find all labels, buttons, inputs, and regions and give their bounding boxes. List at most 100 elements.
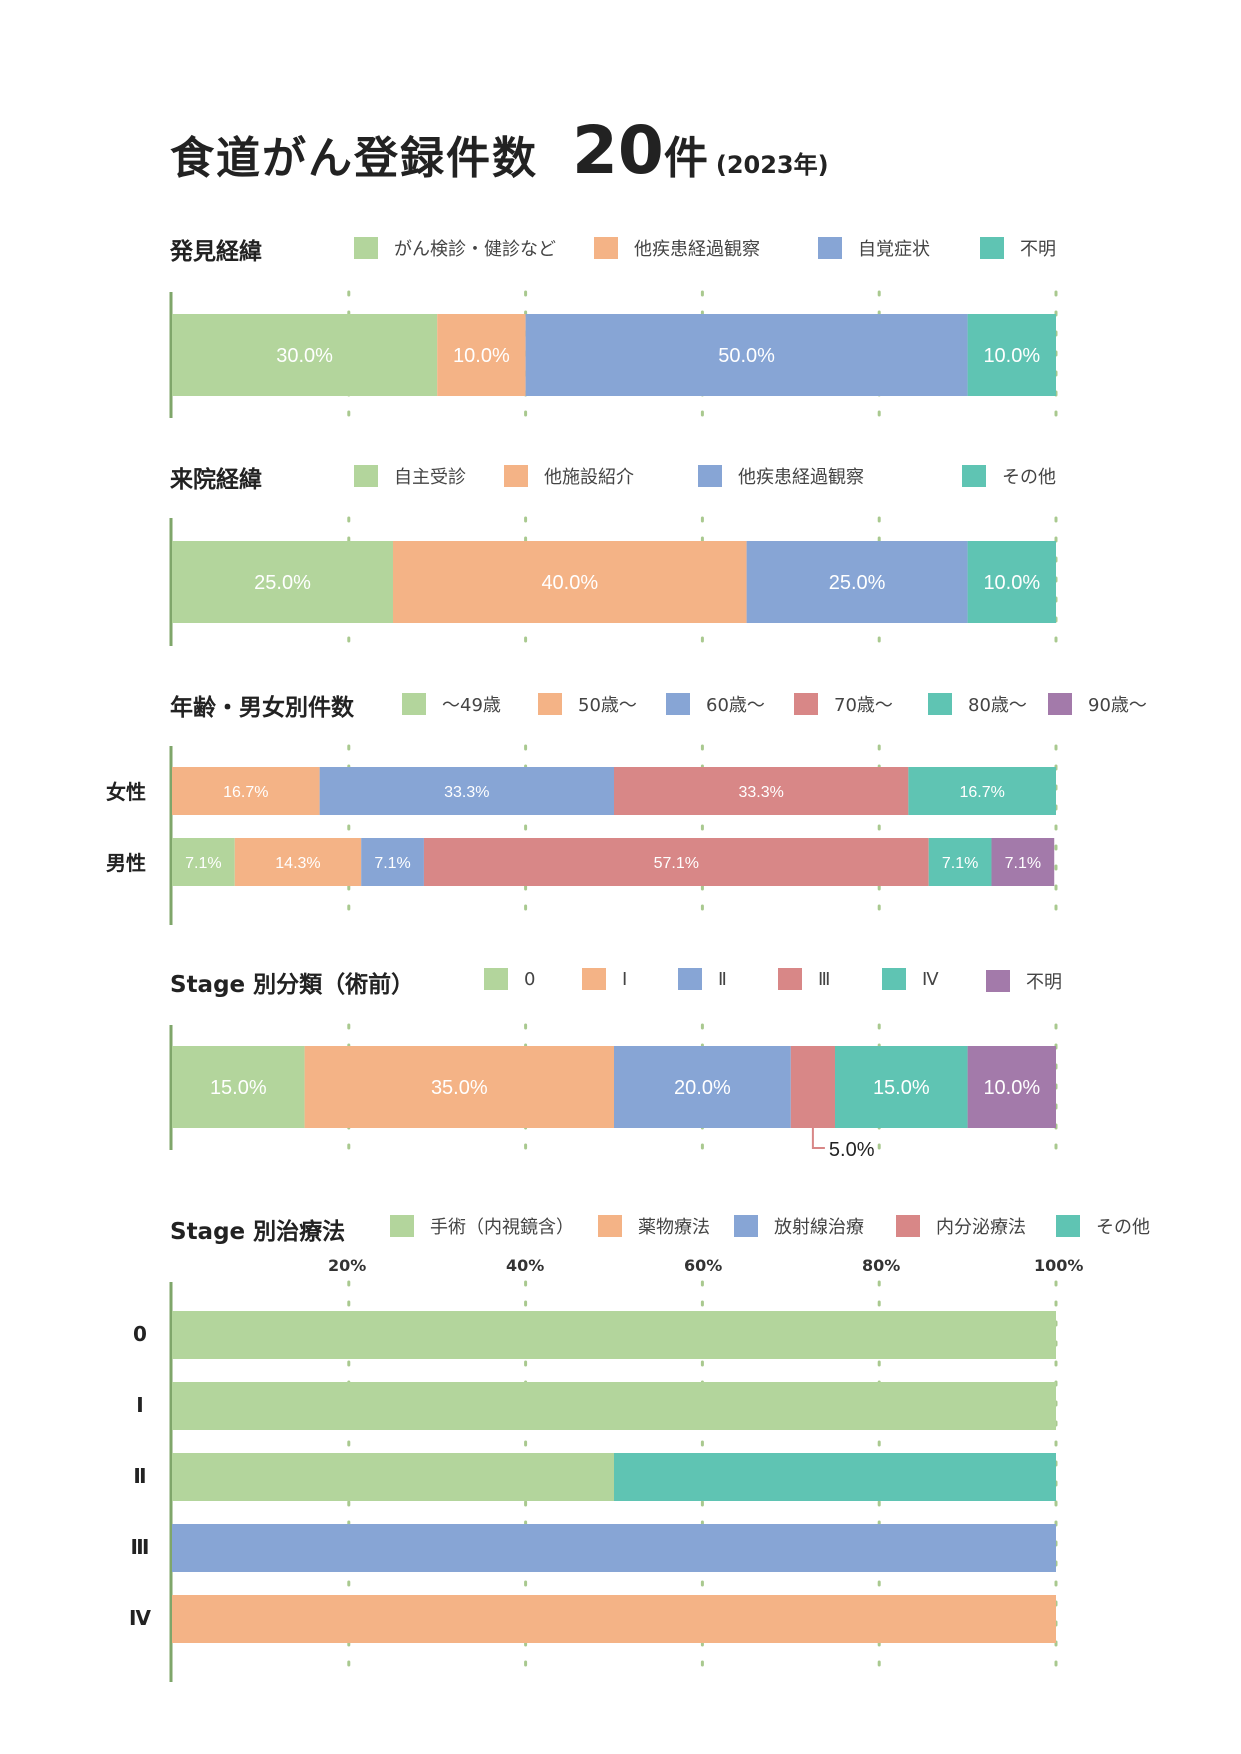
age-section-title: 年齢・男女別件数	[170, 695, 354, 721]
row-label-stage-4: Ⅳ	[129, 1606, 151, 1630]
discovery-data-label-0-2: 50.0%	[718, 345, 775, 367]
axis-tick-40: 40%	[506, 1256, 545, 1275]
age-data-label-1-2: 7.1%	[374, 855, 410, 872]
legend-item-age-50: 50歳〜	[538, 691, 637, 717]
legend-label: 自主受診	[394, 467, 466, 488]
legend-label: 他疾患経過観察	[634, 239, 760, 260]
legend-label: Ⅱ	[718, 968, 727, 990]
stage-data-label-0-4: 15.0%	[873, 1077, 930, 1099]
legend-swatch	[666, 693, 690, 715]
age-data-label-0-1: 16.7%	[223, 784, 268, 801]
row-label-stage-3: Ⅲ	[130, 1535, 150, 1559]
legend-swatch	[484, 968, 508, 990]
legend-swatch	[986, 970, 1010, 992]
age-bar-1-4	[928, 838, 992, 886]
discovery-bar-0-1	[437, 314, 526, 396]
age-data-label-1-5: 7.1%	[1005, 855, 1041, 872]
legend-item-age-49: 〜49歳	[402, 691, 501, 717]
legend-swatch	[538, 693, 562, 715]
legend-label: Ⅲ	[818, 968, 831, 990]
legend-label: 不明	[1020, 239, 1056, 260]
legend-label: 80歳〜	[968, 695, 1027, 716]
legend-swatch	[598, 1215, 622, 1237]
legend-label: 90歳〜	[1088, 695, 1147, 716]
axis-tick-60: 60%	[684, 1256, 723, 1275]
legend-item-stage-unknown: 不明	[986, 968, 1062, 994]
legend-item-drug: 薬物療法	[598, 1213, 710, 1239]
treatment-bar-2-0	[172, 1453, 614, 1501]
legend-item-other-disease: 他疾患経過観察	[698, 463, 864, 489]
stage-bar-0-2	[614, 1046, 791, 1128]
treatment-bar-0-0	[172, 1311, 1056, 1359]
legend-item-age-80: 80歳〜	[928, 691, 1027, 717]
age-data-label-0-2: 33.3%	[444, 784, 489, 801]
legend-label: 自覚症状	[858, 239, 930, 260]
legend-swatch	[354, 465, 378, 487]
stage-data-label-0-5: 10.0%	[983, 1077, 1040, 1099]
legend-item-stage-1: Ⅰ	[582, 968, 627, 990]
legend-swatch	[594, 237, 618, 259]
visit-bar-0-1	[393, 541, 747, 623]
legend-swatch	[678, 968, 702, 990]
legend-item-surgery: 手術（内視鏡含）	[390, 1213, 574, 1239]
discovery-bar-0-0	[172, 314, 438, 396]
legend-label: 70歳〜	[834, 695, 893, 716]
legend-swatch	[896, 1215, 920, 1237]
row-label-stage-2: Ⅱ	[133, 1464, 147, 1488]
visit-data-label-0-3: 10.0%	[983, 572, 1040, 594]
stage-bar-0-5	[967, 1046, 1056, 1128]
stage-data-label-0-2: 20.0%	[674, 1077, 731, 1099]
legend-label: 不明	[1026, 972, 1062, 993]
visit-section-title: 来院経緯	[170, 467, 262, 493]
legend-swatch	[504, 465, 528, 487]
legend-item-age-60: 60歳〜	[666, 691, 765, 717]
legend-label: 他疾患経過観察	[738, 467, 864, 488]
row-label-stage-0: 0	[133, 1322, 147, 1346]
age-bar-1-2	[361, 838, 424, 886]
age-bar-0-2	[319, 767, 614, 815]
stage-callout-line	[811, 1128, 825, 1149]
age-bar-1-3	[423, 838, 929, 886]
axis-tick-20: 20%	[328, 1256, 367, 1275]
visit-data-label-0-0: 25.0%	[254, 572, 311, 594]
legend-swatch	[402, 693, 426, 715]
legend-swatch	[818, 237, 842, 259]
stage-bar-0-3	[790, 1046, 835, 1128]
age-data-label-0-3: 33.3%	[738, 784, 783, 801]
axis-tick-100: 100%	[1034, 1256, 1084, 1275]
discovery-bar-0-2	[525, 314, 968, 396]
legend-label: 〜49歳	[442, 695, 501, 716]
page-title: 食道がん登録件数 20 件 (2023年)	[170, 112, 829, 189]
legend-item-radiation: 放射線治療	[734, 1213, 864, 1239]
legend-label: 薬物療法	[638, 1217, 710, 1238]
legend-swatch	[582, 968, 606, 990]
legend-swatch	[1048, 693, 1072, 715]
age-bar-1-0	[172, 838, 235, 886]
legend-swatch	[734, 1215, 758, 1237]
discovery-bar-0-3	[967, 314, 1056, 396]
visit-bar-0-2	[746, 541, 968, 623]
legend-swatch	[928, 693, 952, 715]
legend-item-unknown: 不明	[980, 235, 1056, 261]
age-bar-0-4	[908, 767, 1056, 815]
stage-bar-0-1	[304, 1046, 614, 1128]
legend-item-stage-3: Ⅲ	[778, 968, 830, 990]
legend-label: 手術（内視鏡含）	[430, 1217, 574, 1238]
axis-tick-80: 80%	[862, 1256, 901, 1275]
age-data-label-1-1: 14.3%	[275, 855, 320, 872]
discovery-section-title: 発見経緯	[170, 239, 262, 265]
legend-item-symptoms: 自覚症状	[818, 235, 930, 261]
legend-label: 0	[524, 968, 536, 990]
age-bar-0-3	[614, 767, 909, 815]
age-bar-0-1	[172, 767, 320, 815]
stage-bar-0-0	[172, 1046, 305, 1128]
legend-label: 50歳〜	[578, 695, 637, 716]
total-count: 20	[572, 112, 664, 189]
legend-item-other-disease: 他疾患経過観察	[594, 235, 760, 261]
count-unit: 件	[663, 133, 708, 184]
treatment-bar-3-2	[172, 1524, 1056, 1572]
legend-label: その他	[1002, 467, 1056, 488]
legend-label: がん検診・健診など	[394, 239, 556, 260]
visit-bar-0-0	[172, 541, 393, 623]
